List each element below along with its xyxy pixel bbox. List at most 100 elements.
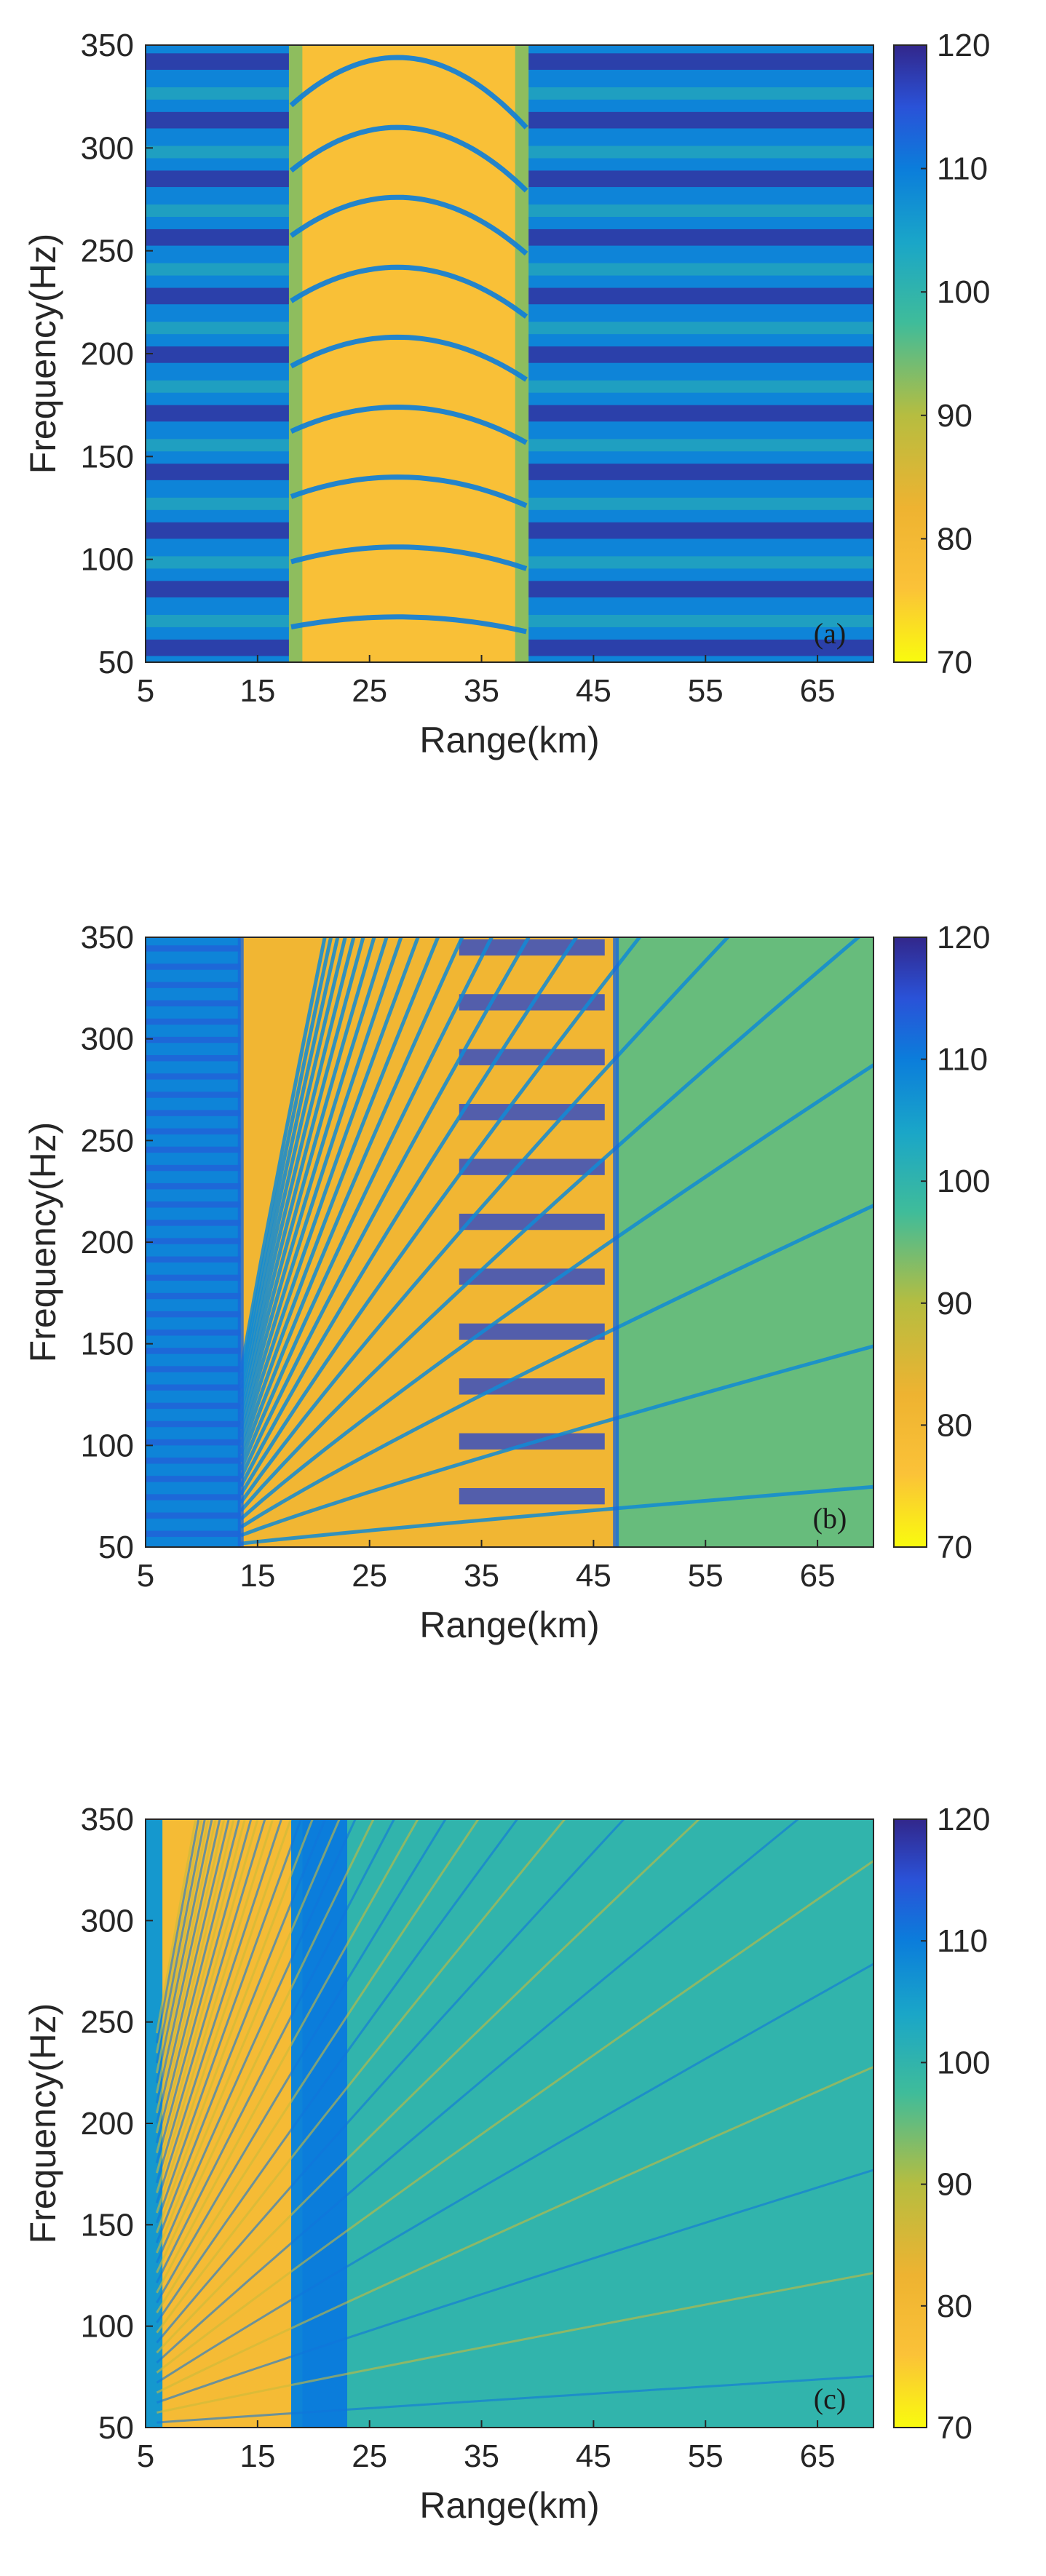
x-tick-label: 25 <box>352 673 387 709</box>
y-tick-label: 150 <box>81 2207 134 2243</box>
chart-panel-b: 5 15 25 35 45 55 65 50 100 150 200 250 300 350 Range(k… <box>23 920 990 1645</box>
colorbar-tick-label: 80 <box>937 2289 972 2324</box>
y-tick-label: 50 <box>98 645 134 680</box>
y-axis-label: Frequency(Hz) <box>23 1122 63 1363</box>
striation-line <box>239 937 403 1438</box>
y-tick-label: 300 <box>81 130 134 166</box>
striation-line <box>156 1860 873 2374</box>
heatmap-band <box>146 1292 241 1300</box>
x-tick-label: 25 <box>352 2438 387 2474</box>
x-tick-label: 65 <box>800 2438 836 2474</box>
y-tick-label: 100 <box>81 1428 134 1463</box>
striation-line <box>156 1819 480 2313</box>
left-edge-region <box>146 1819 163 2428</box>
heatmap-field <box>146 45 873 662</box>
colorbar-tick-label: 100 <box>937 274 990 310</box>
heatmap-band <box>146 1018 241 1025</box>
heatmap-band <box>146 1092 241 1098</box>
striation-line <box>156 1819 800 2364</box>
striation-line <box>240 1484 873 1546</box>
colorbar-tick-label: 100 <box>937 2045 990 2080</box>
panel-label: (c) <box>814 2382 846 2415</box>
heatmap-band <box>146 1366 241 1372</box>
heatmap-band <box>146 1439 241 1446</box>
colorbar-tick-label: 110 <box>937 1923 988 1959</box>
heatmap-band <box>146 1420 241 1428</box>
x-tick-label: 15 <box>239 673 275 709</box>
colorbar-tick-label: 120 <box>937 28 990 63</box>
striation-line <box>239 937 420 1447</box>
interference-arch <box>289 194 528 256</box>
x-tick-label: 15 <box>239 1558 275 1594</box>
colorbar-tick-label: 100 <box>937 1164 990 1199</box>
interference-arch <box>290 474 528 509</box>
x-tick-label: 5 <box>137 673 154 709</box>
y-tick-label: 350 <box>81 920 134 955</box>
heatmap-band <box>146 1530 241 1538</box>
interference-arch <box>290 334 528 382</box>
x-tick-label: 65 <box>800 1558 836 1594</box>
x-tick-label: 5 <box>137 2438 154 2474</box>
interference-arch <box>290 544 528 571</box>
striation-line <box>239 937 356 1405</box>
striation-line <box>156 1819 447 2304</box>
striation-line <box>156 1819 519 2323</box>
x-tick-label: 5 <box>137 1558 154 1594</box>
heatmap-band <box>146 1164 241 1172</box>
heatmap-band <box>146 945 241 952</box>
x-tick-label: 25 <box>352 1558 387 1594</box>
heatmap-band <box>459 1049 605 1065</box>
heatmap-band <box>146 1494 241 1500</box>
y-tick-label: 300 <box>81 1022 134 1057</box>
y-tick-label: 250 <box>81 234 134 269</box>
x-axis-label: Range(km) <box>419 2485 599 2526</box>
heatmap-band <box>146 1329 241 1336</box>
heatmap-band <box>146 1182 241 1190</box>
colorbar-tick-label: 70 <box>937 645 972 680</box>
striation-line <box>156 1819 396 2283</box>
heatmap-band <box>146 1220 241 1226</box>
heatmap-band <box>146 1036 241 1043</box>
striation-line <box>156 1819 566 2334</box>
heatmap-band <box>146 1110 241 1116</box>
x-tick-label: 45 <box>576 673 611 709</box>
region-boundary <box>613 937 619 1547</box>
x-tick-label: 55 <box>688 673 724 709</box>
interference-arch <box>289 55 528 130</box>
heatmap-band <box>146 1146 241 1153</box>
striation-line <box>239 937 365 1414</box>
colorbar-tick-label: 70 <box>937 1530 972 1565</box>
heatmap-band <box>146 1238 241 1244</box>
heatmap-band <box>459 1378 605 1395</box>
striation-line <box>156 1819 701 2354</box>
heatmap-band <box>146 1311 241 1318</box>
heatmap-band <box>146 1348 241 1354</box>
heatmap-band <box>459 1104 605 1121</box>
striation-line <box>156 1963 873 2384</box>
x-tick-label: 45 <box>576 2438 611 2474</box>
striation-line <box>239 1063 873 1521</box>
colorbar-tick-label: 90 <box>937 2167 972 2203</box>
striation-line <box>239 937 579 1487</box>
y-tick-label: 50 <box>98 1530 134 1565</box>
panel-label: (b) <box>813 1502 847 1535</box>
y-tick-label: 300 <box>81 1903 134 1939</box>
x-tick-label: 35 <box>464 673 499 709</box>
heatmap-band <box>146 1000 241 1006</box>
x-tick-label: 65 <box>800 673 836 709</box>
striation-line <box>155 1819 292 2214</box>
y-tick-label: 250 <box>81 1123 134 1158</box>
colorbar-tick-label: 110 <box>937 1042 988 1078</box>
striation-line <box>156 1819 341 2254</box>
heatmap-field <box>146 937 873 1547</box>
heatmap-field <box>146 1819 873 2428</box>
striation-line <box>155 1819 283 2203</box>
colorbar-tick-label: 120 <box>937 1802 990 1837</box>
striation-line <box>156 1819 327 2243</box>
y-tick-label: 350 <box>81 28 134 63</box>
heatmap-band <box>146 1256 241 1263</box>
heatmap-band <box>146 1128 241 1134</box>
interference-arch <box>289 124 528 193</box>
striation-line <box>156 1819 419 2294</box>
y-tick-label: 150 <box>81 439 134 474</box>
